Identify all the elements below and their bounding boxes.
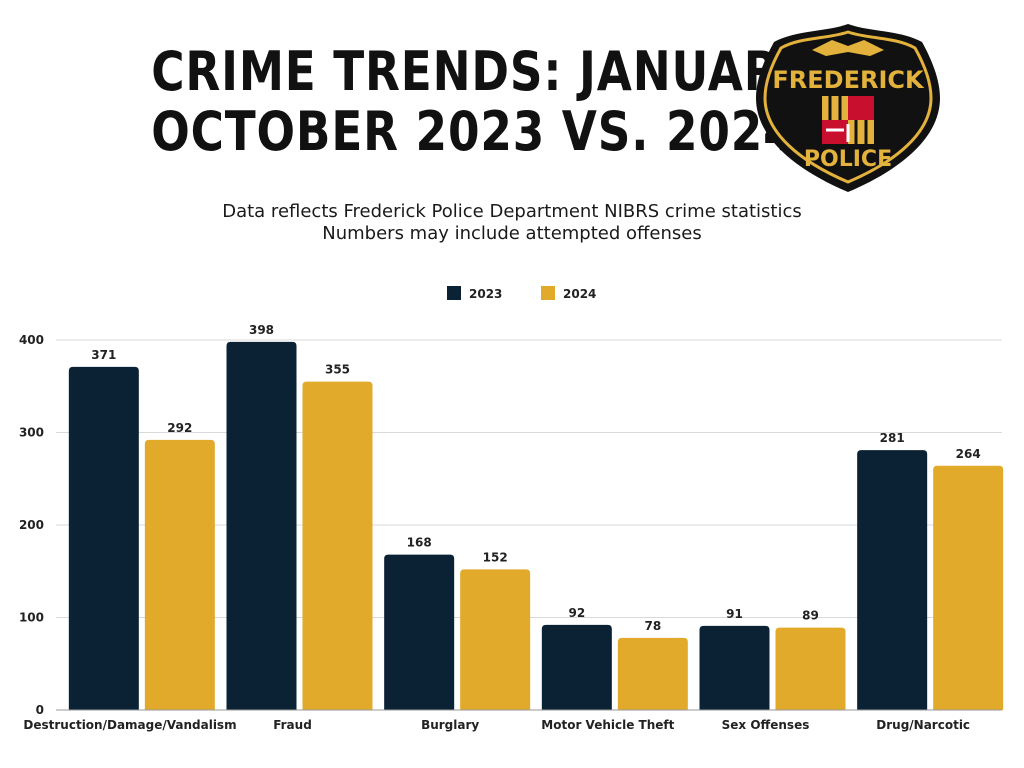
legend-swatch-2023 bbox=[447, 286, 461, 300]
x-tick-label: Destruction/Damage/Vandalism bbox=[23, 718, 236, 732]
x-tick-label: Burglary bbox=[421, 718, 479, 732]
data-label: 371 bbox=[91, 348, 116, 362]
chart-title: CRIME TRENDS: JANUARY- OCTOBER 2023 VS. … bbox=[151, 40, 824, 163]
bar-2023 bbox=[384, 554, 455, 710]
bar-2024 bbox=[775, 627, 846, 710]
title-line-1: CRIME TRENDS: JANUARY- bbox=[151, 40, 824, 103]
x-tick-label: Sex Offenses bbox=[722, 718, 810, 732]
data-label: 92 bbox=[568, 606, 585, 620]
badge-bottom-text: POLICE bbox=[804, 147, 892, 172]
y-tick-label: 300 bbox=[19, 426, 44, 440]
data-label: 398 bbox=[249, 323, 274, 337]
legend-swatch-2024 bbox=[541, 286, 555, 300]
bar-2024 bbox=[302, 381, 373, 710]
x-tick-label: Fraud bbox=[273, 718, 312, 732]
subtitle-line-2: Numbers may include attempted offenses bbox=[322, 223, 702, 244]
bar-chart: 0 100 200 300 400 2023 2024 371 292 Destruction/D… bbox=[19, 286, 1004, 732]
bar-2024 bbox=[144, 439, 215, 710]
y-tick-label: 400 bbox=[19, 333, 44, 347]
bar-2024 bbox=[617, 637, 688, 710]
x-tick-label: Drug/Narcotic bbox=[876, 718, 970, 732]
bar-2023 bbox=[226, 341, 297, 710]
bar-2023 bbox=[699, 625, 770, 710]
bar-2024 bbox=[460, 569, 531, 710]
data-label: 264 bbox=[956, 447, 981, 461]
x-tick-label: Motor Vehicle Theft bbox=[541, 718, 674, 732]
data-label: 89 bbox=[802, 609, 819, 623]
bar-2023 bbox=[857, 450, 928, 710]
legend-label-2023: 2023 bbox=[469, 287, 502, 301]
y-tick-label: 0 bbox=[36, 703, 44, 717]
data-label: 168 bbox=[407, 536, 432, 550]
legend-label-2024: 2024 bbox=[563, 287, 596, 301]
y-tick-label: 100 bbox=[19, 611, 44, 625]
bar-2023 bbox=[541, 624, 612, 710]
chart-subtitle: Data reflects Frederick Police Departmen… bbox=[0, 201, 1024, 245]
title-line-2: OCTOBER 2023 VS. 2024 bbox=[151, 100, 796, 163]
data-label: 355 bbox=[325, 363, 350, 377]
data-label: 152 bbox=[483, 550, 508, 564]
badge-top-text: FREDERICK bbox=[772, 66, 925, 94]
bar-2023 bbox=[68, 366, 139, 710]
y-tick-label: 200 bbox=[19, 518, 44, 532]
data-label: 78 bbox=[644, 619, 661, 633]
subtitle-line-1: Data reflects Frederick Police Departmen… bbox=[222, 201, 802, 222]
police-badge-logo: FREDERICK POLICE bbox=[756, 24, 940, 192]
data-label: 292 bbox=[167, 421, 192, 435]
bar-2024 bbox=[933, 465, 1004, 710]
data-label: 281 bbox=[880, 431, 905, 445]
data-label: 91 bbox=[726, 607, 743, 621]
